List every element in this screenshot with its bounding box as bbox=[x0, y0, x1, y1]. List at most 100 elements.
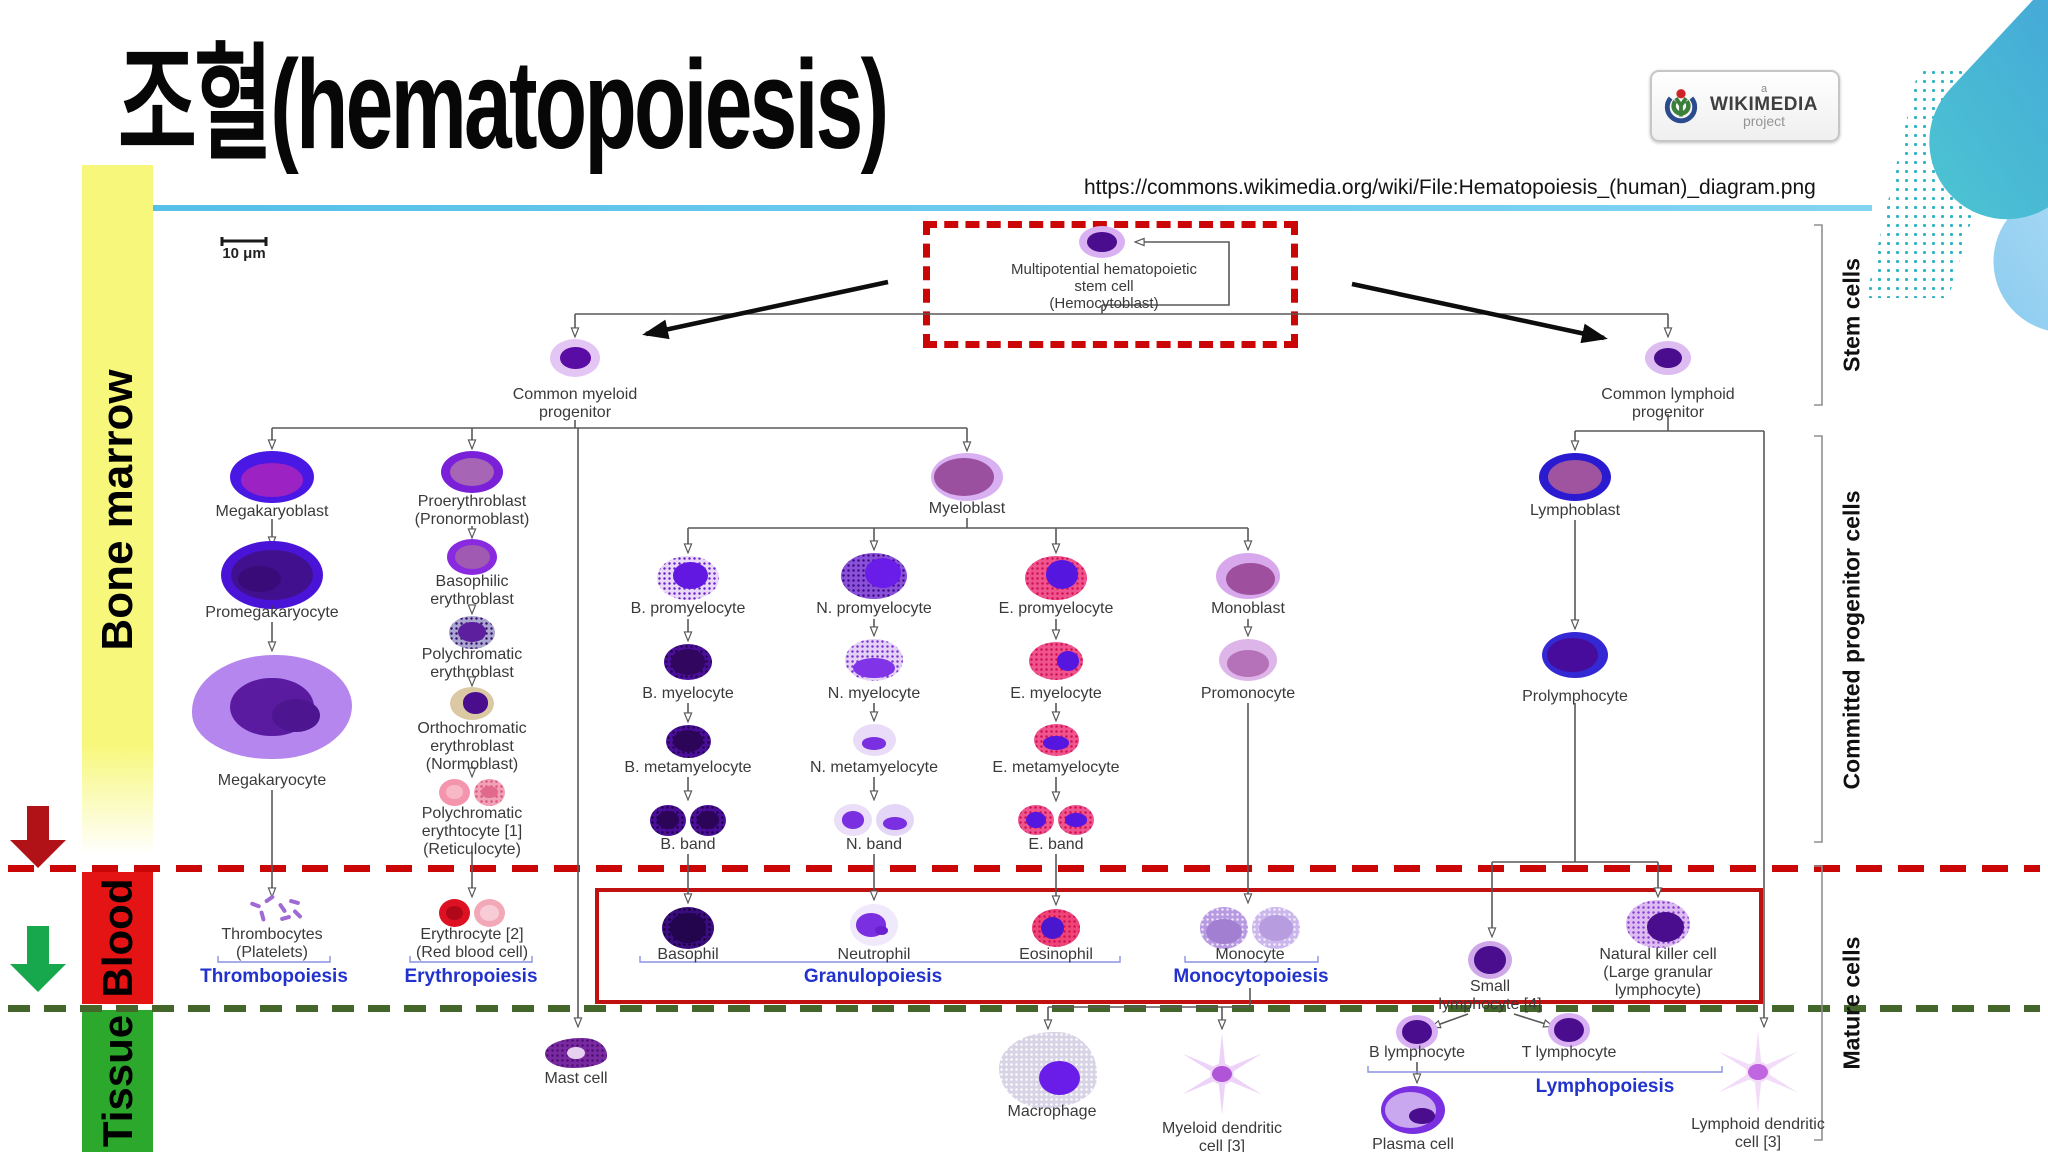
megakaryoblast-cell bbox=[230, 451, 314, 503]
n-promyelocyte-cell bbox=[841, 553, 907, 599]
macrophage-cell bbox=[999, 1032, 1097, 1108]
red-down-arrow-icon bbox=[10, 806, 66, 868]
stage-label-stem-cells: Stem cells bbox=[1838, 258, 1865, 372]
basophilic-erythroblast-label: Basophilic erythroblast bbox=[430, 573, 514, 608]
lymphoblast-label: Lymphoblast bbox=[1529, 502, 1621, 519]
scale-bar-label: 10 μm bbox=[222, 245, 266, 262]
erythrocyte-label: Erythrocyte [2] (Red blood cell) bbox=[415, 926, 529, 961]
e-metamyelocyte-label: E. metamyelocyte bbox=[992, 759, 1120, 776]
mast-cell-label: Mast cell bbox=[544, 1070, 608, 1087]
title-underline bbox=[82, 205, 1872, 211]
polychromatic-erythtocyte-label: Polychromatic erythtocyte [1] (Reticuloc… bbox=[421, 805, 523, 858]
mature-cells-highlight-box bbox=[595, 888, 1763, 1004]
promonocyte-label: Promonocyte bbox=[1200, 685, 1296, 702]
small-lymphocyte-cell bbox=[1468, 941, 1512, 979]
badge-a-label: a bbox=[1760, 83, 1768, 95]
lymphoid-dendritic-cell-label: Lymphoid dendritic cell [3] bbox=[1691, 1116, 1825, 1151]
e-metamyelocyte-cell bbox=[1033, 724, 1079, 756]
eosinophil-cell bbox=[1032, 909, 1080, 947]
proerythroblast-cell bbox=[441, 451, 503, 493]
prolymphocyte-label: Prolymphocyte bbox=[1522, 688, 1628, 705]
plasma-cell-label: Plasma cell bbox=[1372, 1136, 1454, 1152]
e-myelocyte-cell bbox=[1029, 642, 1083, 680]
proerythroblast-label: Proerythroblast (Pronormoblast) bbox=[414, 493, 530, 528]
b-metamyelocyte-cell bbox=[665, 724, 711, 758]
common-myeloid-progenitor-cell bbox=[550, 339, 600, 377]
b-promyelocyte-cell bbox=[657, 556, 719, 600]
common-lymphoid-progenitor-label: Common lymphoid progenitor bbox=[1601, 386, 1735, 421]
monocyte-label: Monocyte bbox=[1215, 946, 1285, 963]
page-title: 조혈(hematopoiesis) bbox=[118, 34, 889, 175]
myeloid-dendritic-cell-cell bbox=[1176, 1033, 1268, 1115]
e-band-cell bbox=[1018, 805, 1094, 835]
b-metamyelocyte-label: B. metamyelocyte bbox=[624, 759, 752, 776]
natural-killer-cell-label: Natural killer cell (Large granular lymp… bbox=[1599, 946, 1717, 999]
thrombocytes-label: Thrombocytes (Platelets) bbox=[221, 926, 323, 961]
green-down-arrow-icon bbox=[10, 926, 66, 992]
n-promyelocyte-label: N. promyelocyte bbox=[816, 600, 932, 617]
erythropoiesis-label: Erythropoiesis bbox=[404, 966, 538, 987]
erythrocyte-cell bbox=[439, 899, 505, 927]
orthochromatic-erythroblast-label: Orthochromatic erythroblast (Normoblast) bbox=[417, 720, 527, 773]
lymphoid-dendritic-cell-cell bbox=[1712, 1031, 1804, 1113]
t-lymphocyte-cell bbox=[1548, 1013, 1590, 1047]
blood-region-bar: Blood bbox=[82, 872, 153, 1004]
promegakaryocyte-cell bbox=[221, 541, 323, 609]
wikimedia-badge: a WIKIMEDIA project bbox=[1650, 70, 1840, 142]
eosinophil-label: Eosinophil bbox=[1019, 946, 1093, 963]
t-lymphocyte-label: T lymphocyte bbox=[1521, 1044, 1617, 1061]
myeloid-dendritic-cell-label: Myeloid dendritic cell [3] bbox=[1161, 1120, 1283, 1152]
thrombocytes-cell bbox=[244, 894, 303, 925]
promegakaryocyte-label: Promegakaryocyte bbox=[205, 604, 339, 621]
n-band-cell bbox=[834, 804, 914, 836]
b-myelocyte-cell bbox=[664, 644, 712, 680]
polychromatic-erythroblast-cell bbox=[449, 615, 495, 649]
neutrophil-cell bbox=[850, 904, 898, 946]
badge-wikimedia-label: WIKIMEDIA bbox=[1710, 94, 1818, 115]
stem-cell-highlight-box bbox=[923, 221, 1298, 348]
megakaryoblast-label: Megakaryoblast bbox=[215, 503, 329, 520]
source-url[interactable]: https://commons.wikimedia.org/wiki/File:… bbox=[1084, 176, 1816, 199]
b-band-cell bbox=[650, 804, 726, 836]
b-band-label: B. band bbox=[660, 836, 716, 853]
neutrophil-label: Neutrophil bbox=[837, 946, 911, 963]
blood-boundary-dashed-line bbox=[8, 865, 2040, 872]
common-myeloid-progenitor-label: Common myeloid progenitor bbox=[512, 386, 638, 421]
n-myelocyte-label: N. myelocyte bbox=[827, 685, 921, 702]
thrombopoiesis-label: Thrombopoiesis bbox=[200, 966, 348, 987]
lymphoblast-cell bbox=[1539, 453, 1611, 501]
e-promyelocyte-label: E. promyelocyte bbox=[998, 600, 1114, 617]
b-lymphocyte-cell bbox=[1396, 1015, 1438, 1049]
basophil-cell bbox=[662, 907, 714, 949]
n-metamyelocyte-cell bbox=[852, 724, 896, 756]
megakaryocyte-cell bbox=[192, 655, 352, 759]
e-myelocyte-label: E. myelocyte bbox=[1010, 685, 1102, 702]
monoblast-label: Monoblast bbox=[1211, 600, 1285, 617]
n-metamyelocyte-label: N. metamyelocyte bbox=[809, 759, 939, 776]
granulopoiesis-label: Granulopoiesis bbox=[803, 966, 943, 987]
monocytopoiesis-label: Monocytopoiesis bbox=[1173, 966, 1329, 987]
tissue-region-bar: Tissue bbox=[82, 1010, 153, 1152]
monocyte-cell bbox=[1200, 907, 1300, 949]
monoblast-cell bbox=[1216, 553, 1280, 599]
myeloblast-label: Myeloblast bbox=[928, 500, 1006, 517]
orthochromatic-erythroblast-cell bbox=[450, 686, 494, 720]
e-promyelocyte-cell bbox=[1025, 556, 1087, 600]
megakaryocyte-label: Megakaryocyte bbox=[217, 772, 327, 789]
lymphopoiesis-label: Lymphopoiesis bbox=[1535, 1076, 1675, 1097]
polychromatic-erythtocyte-cell bbox=[439, 778, 505, 806]
basophil-label: Basophil bbox=[657, 946, 719, 963]
tissue-boundary-dashed-line bbox=[8, 1005, 2040, 1012]
natural-killer-cell-cell bbox=[1626, 900, 1690, 948]
e-band-label: E. band bbox=[1028, 836, 1084, 853]
hemocytoblast-label: Multipotential hematopoietic stem cell (… bbox=[1011, 261, 1197, 312]
b-lymphocyte-label: B lymphocyte bbox=[1368, 1044, 1466, 1061]
small-lymphocyte-label: Small lymphocyte [4] bbox=[1438, 978, 1542, 1013]
macrophage-label: Macrophage bbox=[1007, 1103, 1097, 1120]
promonocyte-cell bbox=[1219, 639, 1277, 681]
badge-project-label: project bbox=[1742, 113, 1786, 129]
prolymphocyte-cell bbox=[1542, 632, 1608, 678]
n-band-label: N. band bbox=[845, 836, 903, 853]
